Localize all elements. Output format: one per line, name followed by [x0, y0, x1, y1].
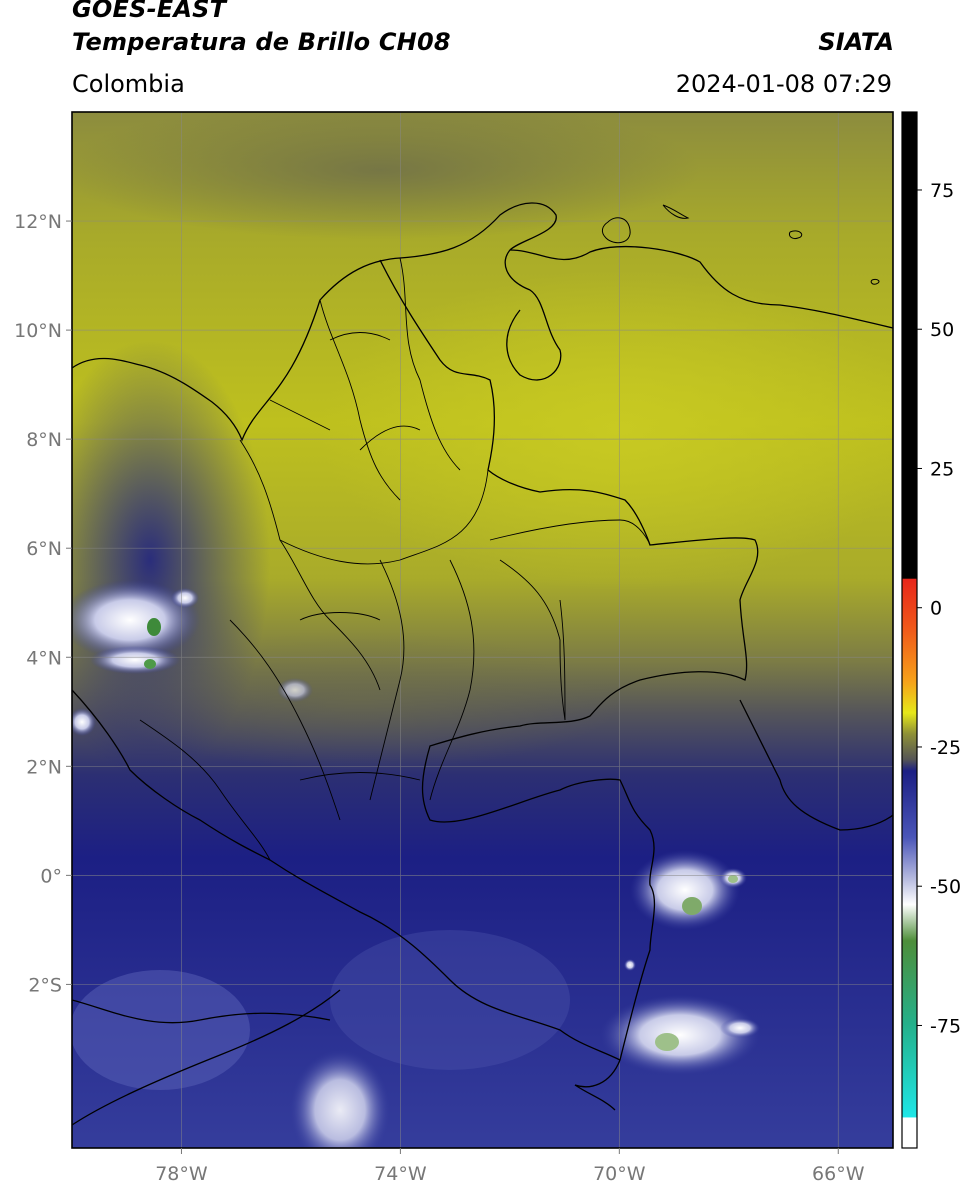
islands [601, 204, 880, 285]
product-title: Temperatura de Brillo CH08 [72, 28, 451, 56]
latitude-tick-label: 10°N [14, 320, 62, 342]
brand-label: SIATA [818, 28, 894, 56]
brightness-temperature-field [72, 112, 893, 1148]
timestamp-label: 2024-01-08 07:29 [675, 70, 892, 98]
latitude-tick-label: 2°N [26, 756, 62, 778]
colorbar-tick-label: -50 [930, 876, 961, 898]
latitude-tick-label: 6°N [26, 538, 62, 560]
latitude-tick-label: 8°N [26, 429, 62, 451]
colorbar-tick-label: 50 [930, 319, 954, 341]
region-label: Colombia [72, 70, 185, 98]
map-frame [71, 111, 894, 1149]
longitude-tick-label: 74°W [374, 1163, 427, 1185]
satellite-title: GOES-EAST [72, 0, 227, 23]
latitude-tick-label: 2°S [28, 974, 62, 996]
latitude-tick-label: 0° [40, 865, 62, 887]
latitude-tick-label: 12°N [14, 211, 62, 233]
longitude-tick-label: 78°W [155, 1163, 208, 1185]
colorbar-tick-label: 25 [930, 458, 954, 480]
longitude-axis: 78°W 74°W 70°W 66°W [155, 1148, 865, 1185]
longitude-tick-label: 66°W [812, 1163, 865, 1185]
colorbar-ticks: 75 50 25 0 -25 -50 -75 [917, 180, 961, 1037]
colorbar [901, 111, 918, 1149]
colorbar-tick-label: -75 [930, 1015, 961, 1037]
colorbar-tick-label: 0 [930, 598, 942, 620]
latitude-axis: 12°N 10°N 8°N 6°N 4°N 2°N 0° 2°S [14, 211, 72, 996]
latitude-tick-label: 4°N [26, 647, 62, 669]
country-borders [72, 202, 893, 1126]
department-borders [139, 257, 651, 861]
colorbar-tick-label: -25 [930, 737, 961, 759]
graticule [72, 112, 893, 1148]
colorbar-tick-label: 75 [930, 180, 954, 202]
longitude-tick-label: 70°W [593, 1163, 646, 1185]
